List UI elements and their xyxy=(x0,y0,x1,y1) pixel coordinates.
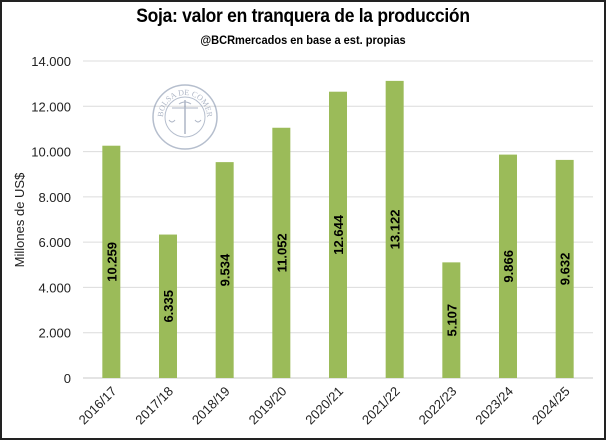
bar xyxy=(272,127,291,378)
y-tick-label: 4.000 xyxy=(38,280,71,295)
x-tick-label: 2018/19 xyxy=(189,384,233,428)
data-label: 10.259 xyxy=(104,242,119,282)
bar xyxy=(499,154,517,378)
data-label: 11.052 xyxy=(274,233,289,272)
x-tick-label: 2020/21 xyxy=(302,384,346,428)
x-tick-label: 2017/18 xyxy=(132,384,176,428)
bar xyxy=(159,234,177,378)
x-tick-label: 2016/17 xyxy=(76,384,120,428)
data-label: 13.122 xyxy=(388,210,403,250)
data-label: 12.644 xyxy=(331,214,346,255)
x-tick-label: 2022/23 xyxy=(416,384,460,428)
y-tick-label: 6.000 xyxy=(38,235,71,250)
x-tick-label: 2019/20 xyxy=(246,384,290,428)
data-label: 9.632 xyxy=(558,253,573,286)
bcr-seal-watermark: BOLSA DE COMERCIO DE ROSARIO xyxy=(0,0,218,150)
chart-title: Soja: valor en tranquera de la producció… xyxy=(136,6,470,27)
data-label: 9.534 xyxy=(218,253,233,286)
data-label: 5.107 xyxy=(444,304,459,337)
bar xyxy=(385,80,404,378)
y-tick-label: 14.000 xyxy=(31,54,71,69)
x-tick-label: 2021/22 xyxy=(359,384,403,428)
y-tick-label: 0 xyxy=(64,371,71,386)
data-label: 9.866 xyxy=(501,250,516,283)
y-axis-label: Millones de US$ xyxy=(12,172,27,267)
bar xyxy=(215,162,234,378)
y-tick-label: 8.000 xyxy=(38,190,71,205)
bar xyxy=(329,91,347,379)
x-tick-label: 2023/24 xyxy=(472,384,516,428)
x-tick-label: 2024/25 xyxy=(529,384,573,428)
bar xyxy=(442,262,461,378)
chart-subtitle: @BCRmercados en base a est. propias xyxy=(200,33,406,47)
data-label: 6.335 xyxy=(161,290,176,323)
bar xyxy=(102,145,121,378)
y-tick-label: 10.000 xyxy=(31,145,71,160)
y-tick-label: 12.000 xyxy=(31,99,71,114)
y-tick-label: 2.000 xyxy=(38,326,71,341)
bar xyxy=(555,159,574,378)
